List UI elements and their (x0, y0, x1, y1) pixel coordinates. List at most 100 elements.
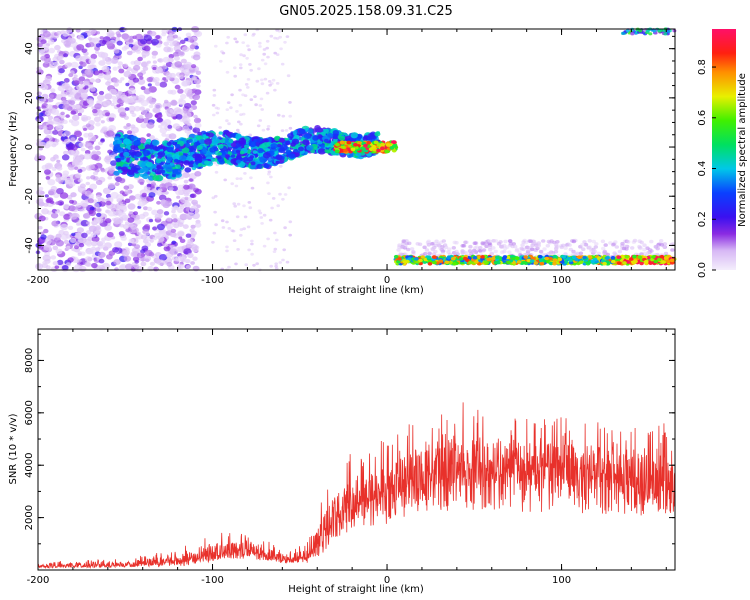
heatmap-cell (161, 132, 167, 137)
heatmap-cell (59, 51, 64, 55)
heatmap-cell (155, 67, 163, 74)
heatmap-cell (182, 117, 191, 124)
heatmap-cell (141, 109, 148, 115)
heatmap-cell (211, 158, 216, 162)
heatmap-cell (118, 209, 125, 215)
heatmap-cell (199, 139, 206, 144)
heatmap-cell (93, 203, 100, 208)
heatmap-cell (391, 140, 397, 145)
heatmap-cell (100, 111, 105, 115)
heatmap-cell (362, 136, 369, 141)
heatmap-cell (204, 151, 212, 158)
heatmap-cell (98, 114, 104, 119)
heatmap-cell (288, 233, 293, 237)
heatmap-cell (611, 259, 616, 264)
heatmap-cell (151, 38, 159, 46)
heatmap-cell (235, 149, 240, 154)
heatmap-cell (103, 74, 112, 80)
heatmap-cell (156, 223, 165, 231)
heatmap-cell (600, 239, 606, 244)
heatmap-cell (507, 250, 512, 254)
heatmap-cell (117, 61, 124, 66)
heatmap-cell (181, 147, 190, 154)
heatmap-cell (127, 242, 133, 247)
heatmap-cell (131, 113, 137, 117)
heatmap-cell (119, 112, 127, 118)
heatmap-cell (174, 61, 183, 68)
heatmap-cell (255, 262, 259, 266)
heatmap-cell (183, 188, 191, 195)
heatmap-cell (105, 112, 111, 117)
heatmap-cell (331, 133, 338, 139)
heatmap-cell (406, 247, 411, 252)
heatmap-cell (239, 150, 245, 155)
heatmap-cell (270, 143, 278, 149)
heatmap-cell (267, 170, 272, 174)
heatmap-cell (54, 138, 60, 143)
heatmap-cell (250, 161, 256, 166)
heatmap-cell (123, 70, 132, 78)
heatmap-cell (44, 110, 51, 116)
heatmap-cell (163, 211, 170, 216)
heatmap-cell (79, 183, 86, 189)
heatmap-cell (71, 119, 80, 127)
heatmap-cell (146, 60, 151, 64)
heatmap-cell (244, 83, 249, 86)
heatmap-cell (68, 205, 76, 212)
heatmap-cell (71, 232, 76, 237)
heatmap-cell (59, 59, 65, 65)
heatmap-cell (235, 40, 239, 44)
heatmap-cell (323, 128, 329, 133)
heatmap-cell (257, 67, 261, 71)
heatmap-cell (230, 142, 237, 148)
heatmap-cell (262, 48, 267, 51)
heatmap-cell (242, 227, 246, 231)
heatmap-cell (52, 130, 59, 135)
heatmap-cell (118, 231, 125, 236)
heatmap-cell (143, 45, 151, 52)
heatmap-cell (91, 236, 100, 243)
heatmap-cell (213, 138, 220, 144)
heatmap-cell (90, 53, 98, 60)
heatmap-cell (278, 137, 285, 143)
heatmap-cell (266, 55, 270, 59)
heatmap-cell (516, 260, 522, 264)
heatmap-cell (285, 140, 291, 145)
heatmap-cell (426, 243, 431, 247)
heatmap-cell (149, 261, 155, 266)
heatmap-cell (632, 238, 638, 243)
heatmap-cell (180, 93, 187, 100)
heatmap-cell (261, 128, 266, 132)
heatmap-cell (663, 256, 669, 260)
heatmap-cell (236, 155, 242, 160)
heatmap-cell (639, 252, 644, 256)
heatmap-cell (144, 112, 153, 119)
heatmap-cell (489, 251, 495, 256)
heatmap-cell (552, 254, 558, 259)
heatmap-cell (399, 245, 405, 250)
heatmap-cell (211, 240, 215, 244)
heatmap-cell (139, 115, 144, 119)
heatmap-cell (151, 164, 157, 169)
heatmap-cell (659, 243, 664, 247)
heatmap-cell (63, 239, 70, 245)
heatmap-cell (90, 232, 97, 238)
heatmap-cell (84, 85, 89, 89)
heatmap-cell (173, 205, 179, 210)
heatmap-cell (152, 60, 157, 64)
heatmap-cell (275, 37, 280, 40)
heatmap-cell (105, 60, 112, 65)
heatmap-cell (236, 248, 240, 251)
heatmap-cell (521, 260, 527, 265)
heatmap-cell (105, 200, 112, 206)
heatmap-cell (160, 157, 166, 162)
heatmap-cell (68, 73, 74, 78)
heatmap-cell (277, 143, 282, 148)
heatmap-cell (496, 260, 501, 265)
heatmap-cell (74, 245, 79, 250)
heatmap-cell (275, 160, 280, 165)
heatmap-cell (72, 155, 81, 162)
heatmap-cell (40, 55, 47, 61)
heatmap-cell (220, 219, 225, 223)
